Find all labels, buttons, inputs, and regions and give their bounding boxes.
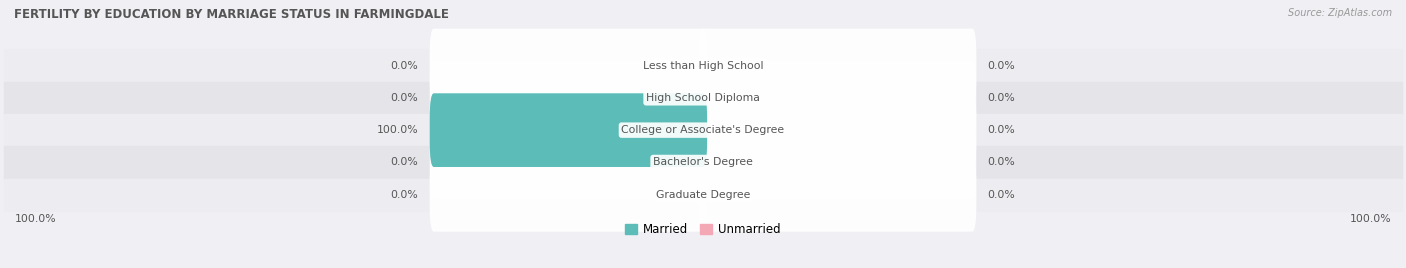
Text: 0.0%: 0.0% — [987, 190, 1015, 200]
Text: 0.0%: 0.0% — [391, 190, 419, 200]
FancyBboxPatch shape — [699, 93, 976, 167]
Text: 100.0%: 100.0% — [377, 125, 419, 135]
Text: 0.0%: 0.0% — [987, 125, 1015, 135]
Text: Graduate Degree: Graduate Degree — [655, 190, 751, 200]
Text: College or Associate's Degree: College or Associate's Degree — [621, 125, 785, 135]
Text: Less than High School: Less than High School — [643, 61, 763, 70]
Text: Source: ZipAtlas.com: Source: ZipAtlas.com — [1288, 8, 1392, 18]
FancyBboxPatch shape — [430, 29, 707, 102]
FancyBboxPatch shape — [699, 61, 976, 135]
Text: 0.0%: 0.0% — [987, 61, 1015, 70]
FancyBboxPatch shape — [699, 126, 976, 199]
Text: 0.0%: 0.0% — [391, 158, 419, 168]
Text: 0.0%: 0.0% — [391, 61, 419, 70]
FancyBboxPatch shape — [430, 158, 707, 232]
FancyBboxPatch shape — [430, 61, 707, 135]
Text: 100.0%: 100.0% — [1350, 214, 1392, 224]
Text: Bachelor's Degree: Bachelor's Degree — [652, 158, 754, 168]
FancyBboxPatch shape — [430, 93, 707, 167]
FancyBboxPatch shape — [699, 29, 976, 102]
Legend: Married, Unmarried: Married, Unmarried — [620, 218, 786, 241]
FancyBboxPatch shape — [430, 126, 707, 199]
FancyBboxPatch shape — [430, 93, 707, 167]
Text: 0.0%: 0.0% — [391, 93, 419, 103]
Bar — [4, 82, 1402, 114]
Text: High School Diploma: High School Diploma — [647, 93, 759, 103]
FancyBboxPatch shape — [699, 158, 976, 232]
Bar — [4, 146, 1402, 178]
Bar — [4, 114, 1402, 146]
Text: 0.0%: 0.0% — [987, 93, 1015, 103]
Text: FERTILITY BY EDUCATION BY MARRIAGE STATUS IN FARMINGDALE: FERTILITY BY EDUCATION BY MARRIAGE STATU… — [14, 8, 449, 21]
Text: 0.0%: 0.0% — [987, 158, 1015, 168]
Bar — [4, 49, 1402, 82]
Bar — [4, 178, 1402, 211]
Text: 100.0%: 100.0% — [14, 214, 56, 224]
